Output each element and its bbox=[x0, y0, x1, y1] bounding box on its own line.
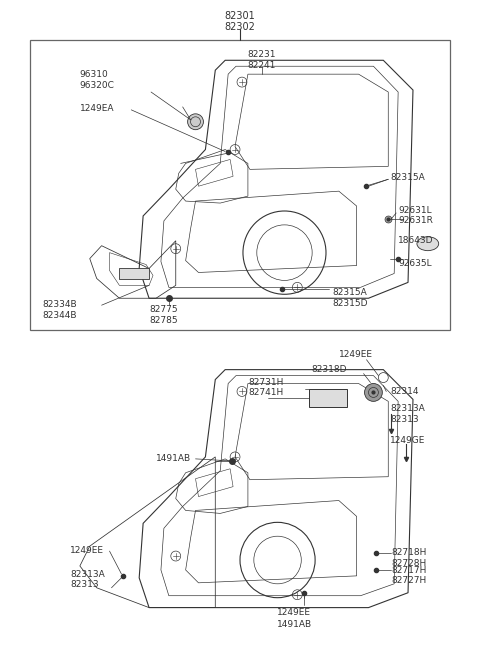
Circle shape bbox=[364, 384, 383, 402]
Bar bbox=[309, 390, 347, 407]
Text: 82717H
82727H: 82717H 82727H bbox=[391, 566, 427, 586]
Text: 82231
82241: 82231 82241 bbox=[248, 50, 276, 70]
Text: 82718H
82728H: 82718H 82728H bbox=[391, 548, 427, 567]
Text: 82775
82785: 82775 82785 bbox=[149, 305, 178, 325]
Text: 92635L: 92635L bbox=[398, 259, 432, 268]
Text: 1249GE: 1249GE bbox=[390, 436, 426, 445]
Text: 82314: 82314 bbox=[390, 388, 419, 396]
Circle shape bbox=[188, 114, 204, 130]
Text: 82318D: 82318D bbox=[311, 365, 347, 374]
Text: 82731H
82741H: 82731H 82741H bbox=[248, 377, 283, 397]
Ellipse shape bbox=[417, 236, 439, 251]
Text: 1249EA: 1249EA bbox=[80, 104, 114, 113]
Text: 1249EE: 1249EE bbox=[277, 608, 312, 616]
Text: 82301
82302: 82301 82302 bbox=[225, 10, 255, 32]
Text: 18643D: 18643D bbox=[398, 236, 433, 245]
Text: 96310
96320C: 96310 96320C bbox=[80, 70, 115, 90]
Text: 92631L
92631R: 92631L 92631R bbox=[398, 206, 433, 225]
Bar bbox=[30, 41, 450, 330]
Text: 82334B
82344B: 82334B 82344B bbox=[42, 300, 77, 320]
Text: 1249EE: 1249EE bbox=[339, 350, 373, 359]
Text: 82313A
82313: 82313A 82313 bbox=[70, 570, 105, 590]
Text: 1249EE: 1249EE bbox=[70, 546, 104, 555]
Text: 82315A
82315D: 82315A 82315D bbox=[332, 288, 367, 308]
Text: 1491AB: 1491AB bbox=[277, 620, 312, 629]
Text: 1491AB: 1491AB bbox=[156, 454, 191, 463]
Text: 82313A
82313: 82313A 82313 bbox=[390, 404, 425, 424]
Text: 82315A: 82315A bbox=[390, 174, 425, 182]
Bar bbox=[120, 267, 149, 280]
